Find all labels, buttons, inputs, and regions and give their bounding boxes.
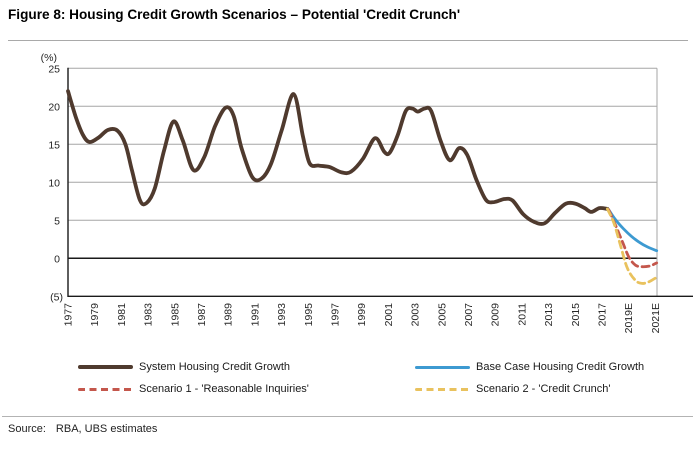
legend-line-brown-solid — [78, 365, 133, 369]
legend-entry-base-case: Base Case Housing Credit Growth — [415, 359, 644, 375]
x-tick-label: 1993 — [276, 303, 288, 327]
source-label: Source: — [8, 423, 46, 435]
series-line-3 — [605, 207, 657, 285]
x-tick-label: 2001 — [383, 303, 395, 327]
x-tick-label: 2015 — [570, 303, 582, 327]
legend-entry-scenario2: Scenario 2 - 'Credit Crunch' — [415, 381, 610, 397]
title-divider — [8, 40, 688, 41]
legend-entry-system: System Housing Credit Growth — [78, 359, 290, 375]
figure-title: Figure 8: Housing Credit Growth Scenario… — [8, 7, 461, 22]
source-divider — [2, 416, 693, 417]
legend-entry-scenario1: Scenario 1 - 'Reasonable Inquiries' — [78, 381, 309, 397]
x-tick-label: 2005 — [436, 303, 448, 327]
y-tick-label: 15 — [48, 139, 60, 151]
y-axis-unit-label: (%) — [41, 52, 57, 64]
x-tick-label: 2003 — [410, 303, 422, 327]
x-tick-label: 2019E — [623, 303, 635, 333]
legend-label-scenario2: Scenario 2 - 'Credit Crunch' — [476, 383, 611, 395]
x-tick-label: 2021E — [650, 303, 662, 333]
legend-label-scenario1: Scenario 1 - 'Reasonable Inquiries' — [139, 383, 309, 395]
series-line-0 — [66, 89, 610, 226]
x-tick-label: 1987 — [196, 303, 208, 327]
y-tick-label: 25 — [48, 63, 60, 75]
legend-line-blue-solid — [415, 365, 470, 369]
x-tick-label: 1989 — [223, 303, 235, 327]
x-tick-label: 2011 — [516, 303, 528, 326]
legend-line-red-dashed — [78, 387, 133, 391]
x-tick-label: 1979 — [89, 303, 101, 327]
y-tick-label: 5 — [54, 215, 60, 227]
x-tick-label: 2009 — [490, 303, 502, 327]
y-tick-label: (5) — [50, 291, 63, 303]
x-tick-label: 1997 — [330, 303, 342, 327]
source-line: Source: RBA, UBS estimates — [8, 423, 157, 435]
x-tick-label: 1991 — [249, 303, 261, 327]
x-tick-label: 1983 — [143, 303, 155, 327]
legend-label-system: System Housing Credit Growth — [139, 361, 290, 373]
x-tick-label: 1977 — [63, 303, 75, 327]
x-tick-label: 2007 — [463, 303, 475, 327]
x-tick-label: 1981 — [116, 303, 128, 327]
x-tick-label: 1995 — [303, 303, 315, 327]
source-value: RBA, UBS estimates — [55, 423, 158, 435]
series-line-1 — [607, 208, 659, 253]
x-tick-label: 1999 — [356, 303, 368, 327]
legend-label-base-case: Base Case Housing Credit Growth — [476, 361, 645, 373]
y-tick-label: 10 — [48, 177, 60, 189]
y-tick-label: 0 — [54, 253, 60, 265]
legend-line-yellow-dashed — [415, 387, 470, 391]
x-tick-label: 1985 — [169, 303, 181, 327]
x-tick-label: 2013 — [543, 303, 555, 327]
y-tick-label: 20 — [48, 101, 60, 113]
x-tick-label: 2017 — [597, 303, 609, 327]
